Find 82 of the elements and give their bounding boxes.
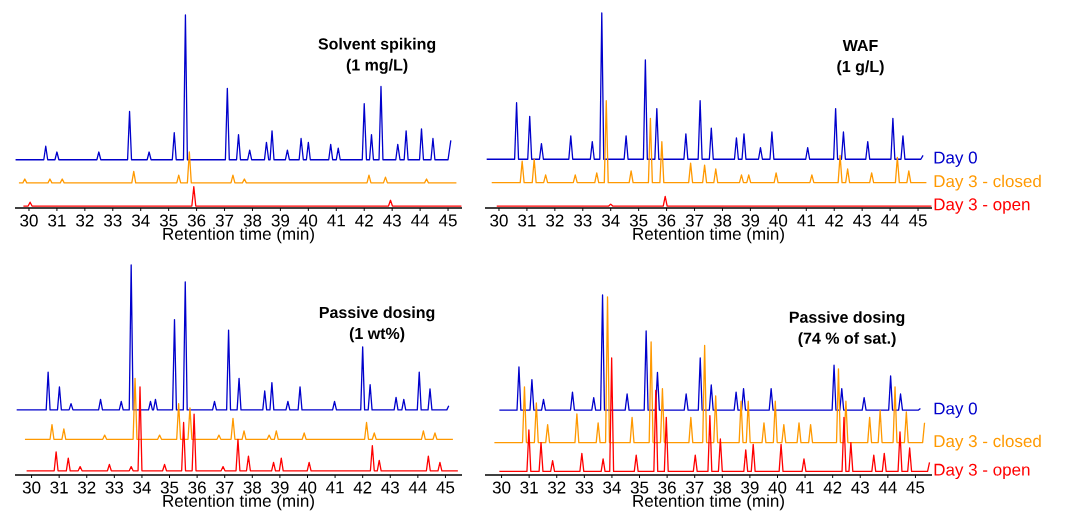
x-tick-label: 33 bbox=[103, 214, 122, 227]
x-tick-label: 45 bbox=[436, 481, 455, 494]
x-tick-label: 40 bbox=[299, 214, 318, 227]
x-tick-label: 30 bbox=[22, 481, 41, 494]
x-axis-title: Retention time (min) bbox=[633, 227, 784, 244]
x-tick-label: 34 bbox=[603, 481, 621, 494]
x-tick-label: 43 bbox=[381, 481, 399, 494]
x-tick-label: 45 bbox=[438, 214, 457, 227]
x-tick-label: 42 bbox=[355, 214, 373, 227]
x-tick-label: 38 bbox=[243, 214, 262, 227]
x-tick-label: 41 bbox=[326, 481, 344, 494]
x-tick-label: 36 bbox=[657, 214, 676, 227]
x-tick-label: 34 bbox=[131, 214, 150, 227]
x-tick-label: 37 bbox=[685, 481, 704, 494]
x-tick-label: 42 bbox=[825, 214, 843, 227]
x-tick-label: 44 bbox=[881, 214, 900, 227]
x-tick-label: 39 bbox=[271, 481, 289, 494]
x-axis-title: Retention time (min) bbox=[633, 494, 784, 511]
series-label: Day 3 - closed bbox=[934, 174, 1041, 191]
x-tick-label: 31 bbox=[520, 481, 538, 494]
x-tick-label: 41 bbox=[327, 214, 345, 227]
x-tick-label: 41 bbox=[796, 481, 814, 494]
x-tick-label: 30 bbox=[20, 214, 38, 227]
x-tick-label: 44 bbox=[878, 481, 897, 494]
x-tick-label: 39 bbox=[271, 214, 290, 227]
text: (74 % of sat.) bbox=[798, 332, 896, 348]
series-label: Day 3 - closed bbox=[934, 434, 1041, 451]
series-label: Day 0 bbox=[934, 151, 977, 167]
x-tick-label: 34 bbox=[601, 214, 620, 227]
x-tick-label: 32 bbox=[76, 214, 94, 227]
x-tick-label: 45 bbox=[906, 481, 925, 494]
x-tick-label: 38 bbox=[713, 481, 732, 494]
x-tick-label: 35 bbox=[629, 214, 648, 227]
x-tick-label: 30 bbox=[490, 214, 508, 227]
x-tick-label: 42 bbox=[353, 481, 372, 494]
x-tick-label: 32 bbox=[546, 214, 564, 227]
x-tick-label: 43 bbox=[853, 214, 871, 227]
x-tick-label: 40 bbox=[298, 481, 317, 494]
x-tick-label: 31 bbox=[518, 214, 536, 227]
x-tick-label: 43 bbox=[383, 214, 401, 227]
x-tick-label: 32 bbox=[547, 481, 566, 494]
x-tick-label: 33 bbox=[573, 214, 592, 227]
x-tick-label: 39 bbox=[741, 481, 759, 494]
x-tick-label: 37 bbox=[685, 214, 704, 227]
series-label: Day 3 - open bbox=[934, 463, 1030, 480]
text: Solvent spiking bbox=[318, 37, 436, 53]
x-tick-label: 32 bbox=[77, 481, 96, 494]
x-tick-label: 36 bbox=[658, 481, 676, 494]
x-tick-label: 31 bbox=[48, 214, 66, 227]
x-tick-label: 43 bbox=[851, 481, 869, 494]
x-tick-label: 40 bbox=[768, 481, 787, 494]
text: (1 mg/L) bbox=[346, 58, 408, 74]
x-tick-label: 34 bbox=[133, 481, 151, 494]
x-tick-label: 35 bbox=[159, 214, 178, 227]
series-label: Day 3 - open bbox=[934, 198, 1030, 214]
x-tick-label: 36 bbox=[188, 481, 206, 494]
x-tick-label: 40 bbox=[769, 214, 788, 227]
x-tick-label: 36 bbox=[187, 214, 206, 227]
x-tick-label: 45 bbox=[908, 214, 927, 227]
x-tick-label: 38 bbox=[713, 214, 732, 227]
x-tick-label: 37 bbox=[215, 481, 234, 494]
x-tick-label: 39 bbox=[741, 214, 760, 227]
x-tick-label: 41 bbox=[797, 214, 815, 227]
x-tick-label: 44 bbox=[408, 481, 427, 494]
x-tick-label: 37 bbox=[215, 214, 234, 227]
x-tick-label: 33 bbox=[575, 481, 594, 494]
x-tick-label: 38 bbox=[243, 481, 262, 494]
x-axis-title: Retention time (min) bbox=[163, 494, 314, 511]
x-tick-label: 33 bbox=[105, 481, 124, 494]
x-axis-title: Retention time (min) bbox=[163, 227, 314, 244]
x-tick-label: 30 bbox=[492, 481, 511, 494]
text: Passive dosing bbox=[789, 311, 905, 327]
x-tick-label: 42 bbox=[823, 481, 842, 494]
x-tick-label: 44 bbox=[411, 214, 430, 227]
text: Passive dosing bbox=[319, 306, 435, 322]
x-tick-label: 35 bbox=[630, 481, 649, 494]
series-label: Day 0 bbox=[934, 402, 977, 418]
text: (1 g/L) bbox=[837, 60, 884, 76]
text: (1 wt%) bbox=[349, 327, 405, 343]
x-tick-label: 31 bbox=[50, 481, 68, 494]
text: WAF bbox=[842, 39, 878, 51]
x-tick-label: 35 bbox=[160, 481, 179, 494]
